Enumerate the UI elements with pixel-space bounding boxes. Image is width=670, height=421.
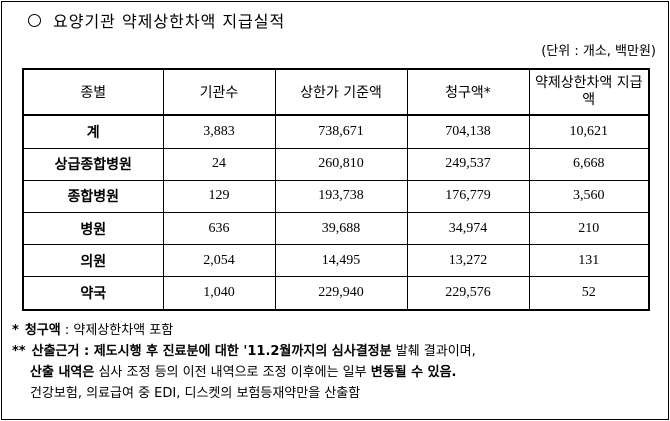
- table-row: 의원 2,054 14,495 13,272 131: [22, 244, 650, 278]
- double-asterisk-mark: **: [12, 344, 26, 359]
- header-payment-amount: 약제상한차액 지급액: [528, 68, 650, 116]
- cell: 3,560: [528, 179, 650, 213]
- table-row: 병원 636 39,688 34,974 210: [22, 211, 650, 246]
- footnote-colon: :: [60, 323, 74, 338]
- unit-label: (단위 : 개소, 백만원): [541, 44, 656, 59]
- row-label: 종합병원: [22, 179, 164, 213]
- table-row: 종합병원 129 193,738 176,779 3,560: [22, 179, 650, 213]
- footnote-label: 산출근거: [31, 344, 80, 359]
- row-label: 상급종합병원: [22, 147, 164, 181]
- footnote-bold-text: 산출 내역은: [30, 365, 95, 380]
- asterisk-mark: *: [12, 323, 19, 338]
- cell: 13,272: [406, 244, 530, 278]
- header-type: 종별: [22, 68, 164, 116]
- cell: 636: [162, 211, 276, 246]
- cell: 24: [162, 147, 276, 181]
- reimbursement-table: 종별 기관수 상한가 기준액 청구액* 약제상한차액 지급액 계 3,883 7…: [22, 68, 650, 311]
- cell: 738,671: [274, 114, 408, 149]
- footnote-text: 건강보험, 의료급여 중 EDI, 디스켓의 보험등재약만을 산출함: [30, 386, 361, 401]
- row-label: 의원: [22, 244, 164, 278]
- cell: 6,668: [528, 147, 650, 181]
- header-claim-amount: 청구액*: [406, 68, 530, 116]
- footnote-basis-cont2: 건강보험, 의료급여 중 EDI, 디스켓의 보험등재약만을 산출함: [12, 383, 476, 404]
- cell: 704,138: [406, 114, 530, 149]
- cell: 10,621: [528, 114, 650, 149]
- circle-bullet-icon: [28, 13, 41, 27]
- cell: 34,974: [406, 211, 530, 246]
- row-label: 계: [22, 114, 164, 149]
- cell: 229,576: [406, 276, 530, 311]
- cell: 2,054: [162, 244, 276, 278]
- cell: 52: [528, 276, 650, 311]
- cell: 39,688: [274, 211, 408, 246]
- cell: 14,495: [274, 244, 408, 278]
- cell: 249,537: [406, 147, 530, 181]
- table-row: 상급종합병원 24 260,810 249,537 6,668: [22, 147, 650, 181]
- footnote-bold-text: 제도시행 후 진료분에 대한 '11.2월까지의 심사결정분: [93, 344, 392, 359]
- page-title: 요양기관 약제상한차액 지급실적: [28, 8, 285, 32]
- footnote-text: 발췌 결과이며,: [391, 344, 476, 359]
- row-label: 병원: [22, 211, 164, 246]
- table-row: 계 3,883 738,671 704,138 10,621: [22, 114, 650, 149]
- footnote-claim: * 청구액 : 약제상한차액 포함: [12, 320, 476, 341]
- cell: 1,040: [162, 276, 276, 311]
- footnote-text: 심사 조정 등의 이전 내역으로 조정 이후에는 일부: [94, 365, 371, 380]
- cell: 129: [162, 179, 276, 213]
- cell: 3,883: [162, 114, 276, 149]
- table-header-row: 종별 기관수 상한가 기준액 청구액* 약제상한차액 지급액: [22, 68, 650, 116]
- header-institution-count: 기관수: [162, 68, 276, 116]
- cell: 193,738: [274, 179, 408, 213]
- cell: 131: [528, 244, 650, 278]
- cell: 210: [528, 211, 650, 246]
- cell: 176,779: [406, 179, 530, 213]
- table-row: 약국 1,040 229,940 229,576 52: [22, 276, 650, 311]
- footnote-basis-cont: 산출 내역은 심사 조정 등의 이전 내역으로 조정 이후에는 일부 변동될 수…: [12, 362, 476, 383]
- footnote-text: 약제상한차액 포함: [73, 323, 174, 338]
- footnote-basis: ** 산출근거 : 제도시행 후 진료분에 대한 '11.2월까지의 심사결정분 …: [12, 341, 476, 362]
- footnote-colon: :: [79, 344, 94, 359]
- row-label: 약국: [22, 276, 164, 311]
- cell: 229,940: [274, 276, 408, 311]
- footnote-bold-text: 변동될 수 있음.: [370, 365, 457, 380]
- cell: 260,810: [274, 147, 408, 181]
- header-ceiling-amount: 상한가 기준액: [274, 68, 408, 116]
- footnote-label: 청구액: [24, 323, 61, 338]
- title-text: 요양기관 약제상한차액 지급실적: [53, 12, 286, 31]
- footnotes: * 청구액 : 약제상한차액 포함 ** 산출근거 : 제도시행 후 진료분에 대한…: [12, 320, 476, 404]
